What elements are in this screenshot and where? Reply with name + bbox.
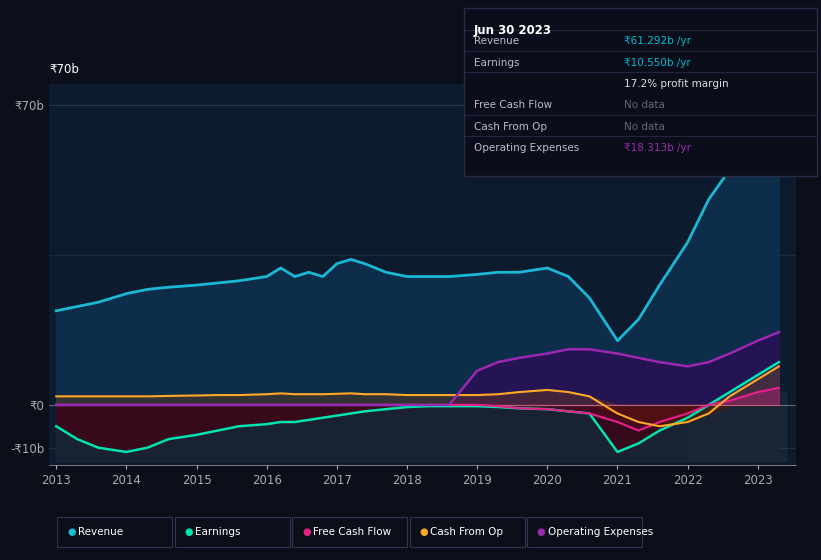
Text: ₹70b: ₹70b	[49, 63, 79, 76]
Text: Earnings: Earnings	[474, 58, 519, 68]
Text: Operating Expenses: Operating Expenses	[474, 143, 579, 153]
Text: Jun 30 2023: Jun 30 2023	[474, 24, 552, 37]
Text: Revenue: Revenue	[78, 527, 123, 537]
Text: ●: ●	[302, 527, 310, 537]
Text: Cash From Op: Cash From Op	[474, 122, 547, 132]
Text: ●: ●	[67, 527, 76, 537]
Text: ₹61.292b /yr: ₹61.292b /yr	[624, 36, 691, 46]
Text: Cash From Op: Cash From Op	[430, 527, 503, 537]
Text: ●: ●	[420, 527, 428, 537]
Text: Revenue: Revenue	[474, 36, 519, 46]
Text: ●: ●	[537, 527, 545, 537]
Text: Free Cash Flow: Free Cash Flow	[313, 527, 391, 537]
Text: No data: No data	[624, 122, 665, 132]
Text: Operating Expenses: Operating Expenses	[548, 527, 653, 537]
Text: Free Cash Flow: Free Cash Flow	[474, 100, 552, 110]
Text: ●: ●	[185, 527, 193, 537]
Text: 17.2% profit margin: 17.2% profit margin	[624, 79, 728, 89]
Text: ₹10.550b /yr: ₹10.550b /yr	[624, 58, 690, 68]
Text: ₹18.313b /yr: ₹18.313b /yr	[624, 143, 691, 153]
Text: No data: No data	[624, 100, 665, 110]
Text: Earnings: Earnings	[195, 527, 241, 537]
